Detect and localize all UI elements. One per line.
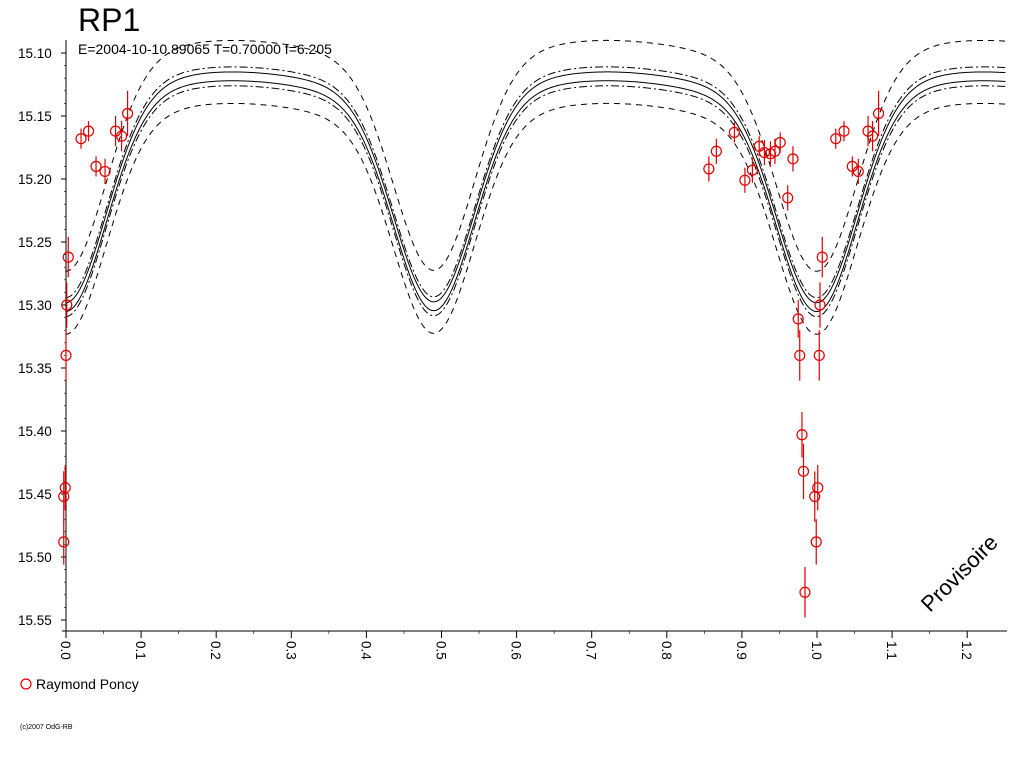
model-curve-envelope-lower [65,102,1006,335]
x-tick-label: 1.0 [809,641,824,660]
x-tick-label: 0.7 [584,641,599,660]
y-tick-label: 15.20 [18,172,52,187]
model-curves [65,39,1006,335]
data-point [75,133,87,145]
data-point [58,536,70,548]
chart-title: RP1 [78,2,140,38]
legend-entry: Raymond Poncy [36,676,139,692]
data-point [58,490,70,503]
data-point [59,482,71,494]
data-point [866,130,879,142]
data-point [782,192,794,204]
data-point [60,349,72,361]
x-tick-label: 1.1 [884,641,899,660]
axes: 15.10 15.15 15.20 15.25 15.30 15.35 15.40 15.45… [18,40,1007,660]
x-tick-label: 0.2 [208,641,223,660]
data-point [816,251,828,263]
data-point [852,165,864,178]
data-point [728,126,740,138]
data-point [787,153,799,165]
y-tick-label: 15.25 [18,235,52,250]
x-tick-label: 0.0 [58,641,73,660]
data-point [838,125,850,137]
x-tick-label: 0.5 [434,641,449,660]
x-tick-label: 1.2 [959,641,974,660]
x-tick-label: 0.8 [659,641,674,660]
data-point [774,136,786,149]
x-tick-label: 0.3 [283,641,298,660]
watermark-text: Provisoire [916,530,1003,617]
data-point [121,107,134,120]
model-curve-model-upper-inner [65,66,1006,299]
data-point [703,163,715,175]
y-tick-label: 15.35 [18,361,52,376]
model-curve-envelope-upper [65,39,1006,272]
y-tick-label: 15.55 [18,613,52,628]
data-point [797,465,810,477]
data-point [99,165,111,178]
data-point [62,251,74,263]
data-point [794,349,806,361]
data-point [872,107,885,120]
data-point [812,482,824,494]
data-point [813,349,825,361]
y-tick-label: 15.30 [18,298,52,313]
data-points [58,90,885,618]
x-tick-label: 0.6 [509,641,524,660]
model-curve-model [65,71,1006,304]
x-tick-label: 0.4 [358,641,373,660]
data-point [758,146,771,159]
y-tick-label: 15.15 [18,109,52,124]
data-point [810,536,822,548]
y-tick-label: 15.45 [18,487,52,502]
chart-subtitle: E=2004-10-10.89065 T=0.70000 f=6.205 [78,41,332,57]
data-point [814,299,826,311]
data-point [710,145,722,157]
data-point [739,174,751,186]
data-point [82,125,95,137]
model-curve-model-lower-inner [65,85,1006,318]
x-tick-label: 0.9 [734,641,749,660]
legend: Raymond Poncy [20,676,139,692]
data-point [796,429,808,441]
y-tick-label: 15.10 [18,46,52,61]
data-point [90,160,102,172]
data-point [830,133,842,145]
data-point [746,164,759,176]
data-point [61,299,73,311]
data-point [115,130,128,142]
model-curve-model-alt [65,80,1006,313]
legend-marker-icon [20,678,32,690]
y-tick-label: 15.40 [18,424,52,439]
copyright-text: (c)2007 OdG-RB [20,724,73,731]
data-point [799,586,811,598]
x-tick-label: 0.1 [133,641,148,660]
data-point [792,313,804,325]
y-tick-label: 15.50 [18,550,52,565]
